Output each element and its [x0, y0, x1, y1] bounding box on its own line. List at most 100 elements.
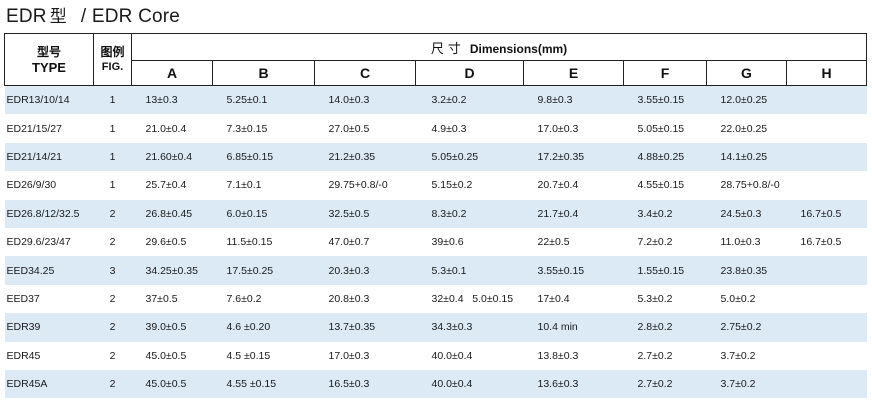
title-zh: 型 — [49, 7, 67, 27]
cell-c: 14.0±0.3 — [314, 85, 416, 115]
cell-g: 2.75±0.2 — [706, 313, 787, 342]
cell-e: 13.8±0.3 — [537, 349, 579, 362]
cell-f: 3.55±0.15 — [623, 85, 707, 115]
cell-f: 5.05±0.15 — [637, 122, 685, 135]
cell-a: 13±0.3 — [131, 85, 213, 115]
cell-b: 4.55 ±0.15 — [212, 369, 315, 399]
cell-type: ED21/14/21 — [4, 142, 94, 172]
cell-type: ED26/9/30 — [6, 179, 57, 192]
cell-h: 16.7±0.5 — [800, 236, 842, 249]
cell-a: 45.0±0.5 — [131, 369, 213, 399]
cell-d: 4.9±0.3 — [431, 122, 467, 135]
cell-d: 34.3±0.3 — [415, 313, 524, 342]
cell-fig: 1 — [109, 179, 116, 192]
cell-g: 24.5±0.3 — [706, 199, 787, 228]
cell-b: 7.3±0.15 — [226, 122, 268, 135]
dimensions-header-zh: 尺寸 — [430, 41, 465, 57]
cell-g: 11.0±0.3 — [720, 236, 761, 249]
cell-c: 16.5±0.3 — [314, 369, 416, 399]
cell-type: EED37 — [6, 292, 40, 305]
cell-f: 7.2±0.2 — [637, 236, 673, 249]
cell-d: 5.15±0.2 — [431, 179, 473, 192]
cell-b: 6.0±0.15 — [212, 199, 315, 228]
cell-e: 17±0.4 — [537, 292, 570, 305]
cell-h — [787, 114, 867, 142]
cell-h — [787, 171, 867, 199]
type-header: 型号 TYPE — [4, 33, 94, 86]
dimensions-header: 尺寸 Dimensions(mm) — [131, 33, 867, 61]
cell-a: 29.6±0.5 — [145, 236, 187, 249]
column-header-row: A B C D E F G H — [5, 60, 867, 86]
cell-c: 17.0±0.3 — [328, 349, 370, 362]
column-header-b: B — [212, 60, 315, 86]
cell-h — [786, 142, 867, 172]
cell-b: 7.1±0.1 — [226, 179, 262, 192]
cell-h — [787, 342, 867, 370]
cell-f: 1.55±0.15 — [623, 256, 707, 285]
cell-h: 16.7±0.5 — [786, 199, 867, 228]
cell-d: 40.0±0.4 — [415, 369, 524, 399]
cell-b: 17.5±0.25 — [212, 256, 315, 285]
cell-e: 21.7±0.4 — [523, 199, 624, 228]
cell-c: 13.7±0.35 — [314, 313, 416, 342]
cell-e: 3.55±0.15 — [523, 256, 624, 285]
cell-f: 2.8±0.2 — [623, 313, 707, 342]
cell-d: 5.3±0.1 — [415, 256, 524, 285]
cell-e: 20.7±0.4 — [537, 179, 579, 192]
column-header-a: A — [131, 60, 213, 86]
table-row: ED26/9/30 1 25.7±0.4 7.1±0.1 29.75+0.8/-… — [5, 171, 867, 199]
cell-a: 45.0±0.5 — [145, 349, 187, 362]
cell-fig: 1 — [93, 142, 132, 172]
cell-fig: 2 — [109, 292, 116, 305]
cell-g: 3.7±0.2 — [720, 349, 756, 362]
cell-h — [786, 85, 867, 115]
cell-f: 2.7±0.2 — [637, 349, 673, 362]
table-row: ED21/15/27 1 21.0±0.4 7.3±0.15 27.0±0.5 … — [5, 114, 867, 142]
cell-c: 20.8±0.3 — [328, 292, 370, 305]
cell-type: ED29.6/23/47 — [6, 236, 71, 249]
cell-a: 34.25±0.35 — [131, 256, 213, 285]
column-header-f: F — [623, 60, 707, 86]
cell-type: EDR45 — [6, 349, 41, 362]
cell-c: 20.3±0.3 — [314, 256, 416, 285]
cell-g: 14.1±0.25 — [706, 142, 787, 172]
table-row: EDR45A 2 45.0±0.5 4.55 ±0.15 16.5±0.3 40… — [4, 369, 867, 399]
cell-g: 28.75+0.8/-0 — [720, 179, 780, 192]
cell-c: 29.75+0.8/-0 — [328, 179, 388, 192]
cell-c: 47.0±0.7 — [328, 236, 370, 249]
fig-header-zh: 图例 — [100, 44, 125, 59]
cell-e: 17.2±0.35 — [523, 142, 624, 172]
cell-e: 10.4 min — [523, 313, 624, 342]
cell-g: 22.0±0.25 — [720, 122, 768, 135]
cell-b: 4.5 ±0.15 — [226, 349, 271, 362]
cell-type: EED34.25 — [4, 256, 94, 285]
cell-fig: 1 — [109, 122, 116, 135]
cell-d: 32±0.4 5.0±0.15 — [431, 292, 514, 305]
cell-b: 5.25±0.1 — [212, 85, 315, 115]
cell-a: 21.60±0.4 — [131, 142, 213, 172]
table-row: EED37 2 37±0.5 7.6±0.2 20.8±0.3 32±0.4 5… — [5, 285, 867, 313]
dimensions-header-en: Dimensions(mm) — [469, 41, 568, 56]
cell-e: 13.6±0.3 — [523, 369, 624, 399]
cell-f: 2.7±0.2 — [623, 369, 707, 399]
page-title: EDR 型 / EDR Core — [6, 2, 180, 28]
table-row: EDR45 2 45.0±0.5 4.5 ±0.15 17.0±0.3 40.0… — [5, 342, 867, 370]
cell-a: 39.0±0.5 — [131, 313, 213, 342]
cell-type: EDR13/10/14 — [4, 85, 94, 115]
cell-fig: 3 — [93, 256, 132, 285]
table-row: EDR39 2 39.0±0.5 4.6 ±0.20 13.7±0.35 34.… — [4, 313, 867, 342]
cell-a: 26.8±0.45 — [131, 199, 213, 228]
cell-e: 17.0±0.3 — [537, 122, 579, 135]
cell-b: 7.6±0.2 — [226, 292, 262, 305]
cell-g: 12.0±0.25 — [706, 85, 787, 115]
cell-d: 8.3±0.2 — [415, 199, 524, 228]
cell-fig: 1 — [93, 85, 132, 115]
cell-f: 4.88±0.25 — [623, 142, 707, 172]
cell-type: EDR45A — [4, 369, 94, 399]
table-row: ED29.6/23/47 2 29.6±0.5 11.5±0.15 47.0±0… — [5, 228, 867, 256]
table-row: EED34.25 3 34.25±0.35 17.5±0.25 20.3±0.3… — [4, 256, 867, 285]
cell-fig: 2 — [109, 349, 116, 362]
cell-a: 25.7±0.4 — [145, 179, 187, 192]
dimensions-table: 型号 TYPE 图例 FIG. 尺寸 Dimensions(mm) A B C D… — [4, 33, 867, 399]
cell-fig: 2 — [93, 199, 132, 228]
